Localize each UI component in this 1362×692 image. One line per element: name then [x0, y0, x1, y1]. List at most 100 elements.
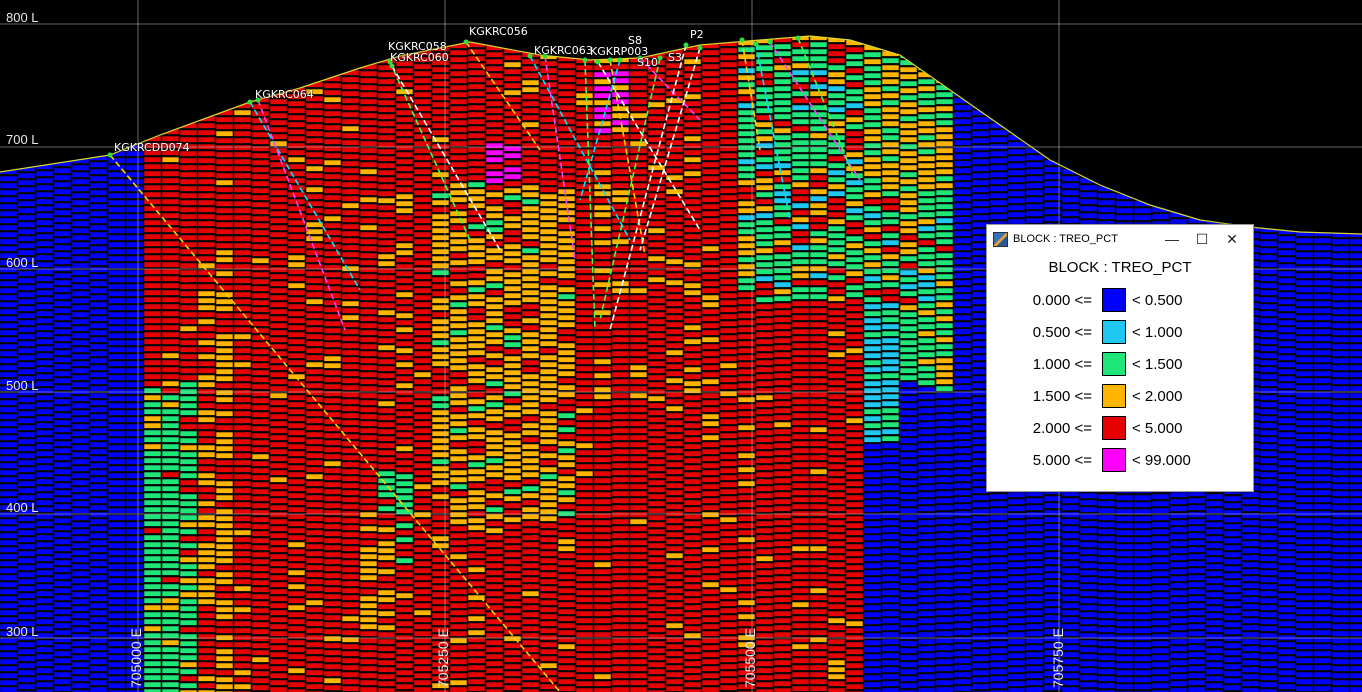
model-block: [53, 685, 72, 692]
model-block: [503, 579, 522, 586]
model-block: [449, 525, 468, 532]
model-block: [143, 163, 162, 170]
model-block: [341, 335, 360, 342]
model-block: [827, 344, 846, 351]
model-block: [197, 570, 216, 577]
model-block: [827, 491, 846, 498]
model-block: [917, 106, 936, 113]
model-block: [17, 326, 36, 333]
model-block: [449, 308, 468, 315]
model-block: [971, 669, 990, 676]
model-block: [359, 588, 378, 595]
model-block: [953, 216, 972, 223]
model-block: [863, 163, 882, 170]
model-block: [53, 636, 72, 643]
model-block: [35, 401, 54, 408]
model-block: [773, 449, 792, 456]
model-block: [863, 226, 882, 233]
model-block: [611, 280, 630, 287]
model-block: [899, 493, 918, 500]
model-block: [395, 683, 414, 690]
model-block: [593, 71, 612, 78]
model-block: [755, 450, 774, 457]
model-block: [593, 337, 612, 344]
model-block: [899, 661, 918, 668]
model-block: [647, 584, 666, 591]
model-block: [467, 650, 486, 657]
model-block: [845, 74, 864, 81]
model-block: [827, 92, 846, 99]
model-block: [53, 678, 72, 685]
model-block: [413, 413, 432, 420]
model-block: [737, 564, 756, 571]
model-block: [773, 267, 792, 274]
model-block: [53, 356, 72, 363]
model-block: [251, 250, 270, 257]
model-block: [413, 315, 432, 322]
model-block: [395, 592, 414, 599]
model-block: [899, 416, 918, 423]
model-block: [0, 182, 18, 189]
model-block: [251, 180, 270, 187]
model-block: [0, 462, 18, 469]
model-block: [485, 338, 504, 345]
model-block: [611, 406, 630, 413]
model-block: [953, 671, 972, 678]
model-block: [935, 546, 954, 553]
model-block: [899, 626, 918, 633]
model-block: [251, 390, 270, 397]
model-block: [791, 216, 810, 223]
model-block: [341, 293, 360, 300]
model-block: [413, 441, 432, 448]
model-block: [845, 382, 864, 389]
model-block: [161, 149, 180, 156]
model-block: [233, 515, 252, 522]
model-block: [917, 687, 936, 692]
model-block: [899, 87, 918, 94]
model-block: [431, 605, 450, 612]
model-block: [701, 259, 720, 266]
model-block: [377, 127, 396, 134]
model-block: [449, 112, 468, 119]
model-block: [287, 450, 306, 457]
model-block: [503, 341, 522, 348]
model-block: [17, 501, 36, 508]
model-block: [935, 469, 954, 476]
model-block: [809, 237, 828, 244]
model-block: [701, 448, 720, 455]
model-block: [647, 570, 666, 577]
model-block: [197, 248, 216, 255]
model-block: [737, 424, 756, 431]
model-block: [719, 558, 738, 565]
model-block: [881, 456, 900, 463]
model-block: [35, 394, 54, 401]
model-block: [395, 620, 414, 627]
model-block: [305, 116, 324, 123]
model-block: [899, 129, 918, 136]
model-block: [503, 257, 522, 264]
model-block: [0, 581, 18, 588]
model-block: [719, 264, 738, 271]
model-block: [35, 464, 54, 471]
model-block: [287, 184, 306, 191]
model-block: [773, 246, 792, 253]
model-block: [287, 520, 306, 527]
model-block: [917, 379, 936, 386]
model-block: [755, 499, 774, 506]
model-block: [125, 528, 144, 535]
model-block: [395, 466, 414, 473]
model-block: [71, 178, 90, 185]
model-block: [197, 675, 216, 682]
model-block: [701, 665, 720, 672]
model-block: [395, 473, 414, 480]
model-block: [827, 428, 846, 435]
model-block: [791, 370, 810, 377]
model-block: [269, 308, 288, 315]
model-block: [17, 179, 36, 186]
model-block: [845, 606, 864, 613]
model-block: [647, 591, 666, 598]
model-block: [53, 615, 72, 622]
model-block: [125, 360, 144, 367]
